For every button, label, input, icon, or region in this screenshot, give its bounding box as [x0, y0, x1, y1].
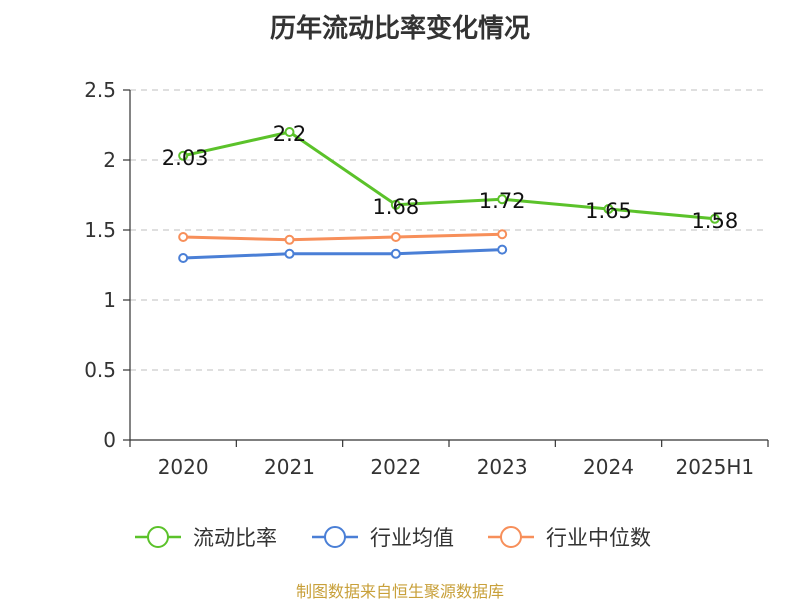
series-layer — [178, 127, 720, 263]
chart-title: 历年流动比率变化情况 — [269, 14, 530, 44]
y-tick-label: 2.5 — [84, 78, 116, 102]
data-point[interactable] — [178, 253, 189, 263]
x-tick-label: 2020 — [158, 455, 209, 479]
series-line-2 — [183, 232, 503, 242]
data-label: 1.68 — [372, 195, 419, 219]
data-point[interactable] — [178, 232, 189, 242]
data-label: 2.2 — [273, 122, 306, 146]
data-point[interactable] — [709, 213, 720, 224]
legend-label[interactable]: 行业中位数 — [546, 526, 651, 550]
data-point[interactable] — [178, 150, 189, 161]
y-tick-label: 1 — [103, 288, 116, 312]
data-point[interactable] — [390, 199, 401, 210]
x-tick-label: 2022 — [370, 455, 421, 479]
x-tick-label: 2023 — [477, 455, 528, 479]
y-tick-label: 0 — [103, 428, 116, 452]
y-tick-label: 1.5 — [84, 218, 116, 242]
data-point[interactable] — [603, 204, 614, 214]
data-point[interactable] — [284, 127, 295, 137]
data-point[interactable] — [497, 229, 508, 240]
data-point[interactable] — [284, 248, 295, 259]
legend-marker[interactable] — [500, 526, 522, 548]
grid-lines — [130, 89, 768, 371]
data-label: 1.58 — [691, 209, 738, 233]
data-point[interactable] — [497, 194, 508, 205]
x-tick-label: 2025H1 — [675, 455, 754, 479]
x-tick-label: 2024 — [583, 455, 634, 479]
data-label: 1.65 — [585, 199, 632, 223]
x-tick-label: 2021 — [264, 455, 315, 479]
series-line-1 — [183, 248, 503, 260]
source-footer: 制图数据来自恒生聚源数据库 — [295, 582, 504, 601]
data-point[interactable] — [390, 232, 401, 242]
data-label: 1.72 — [479, 189, 526, 213]
legend-marker[interactable] — [324, 526, 346, 548]
data-labels: 2.03 2.2 1.68 1.72 1.65 1.58 — [162, 122, 738, 233]
data-label: 2.03 — [162, 146, 209, 170]
y-tick-label: 0.5 — [84, 358, 116, 382]
legend: 流动比率 行业均值 行业中位数 — [135, 526, 651, 550]
legend-label[interactable]: 行业均值 — [370, 526, 454, 550]
y-tick-label: 2 — [103, 148, 116, 172]
data-point[interactable] — [284, 234, 295, 245]
series-line-0 — [182, 130, 715, 221]
data-point[interactable] — [497, 244, 508, 255]
data-point[interactable] — [390, 248, 401, 259]
axes: 0 0.5 1 1.5 2 2.5 2020 2021 2022 2023 2024 2025H1 — [84, 78, 769, 479]
legend-marker[interactable] — [147, 526, 169, 548]
legend-label[interactable]: 流动比率 — [193, 526, 277, 550]
